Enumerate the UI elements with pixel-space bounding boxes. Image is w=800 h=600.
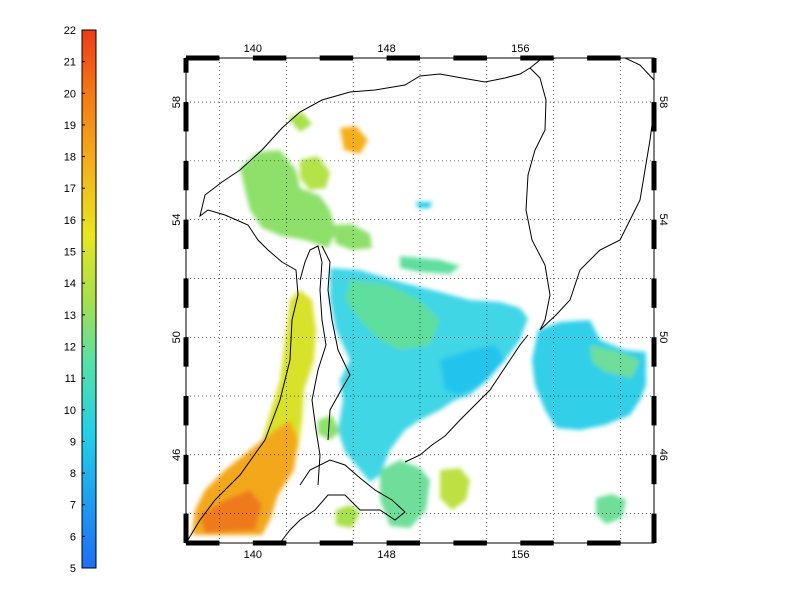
colorbar-tick-label: 6: [70, 531, 76, 543]
sst-patch-okhotsk-blue: [440, 345, 505, 395]
frame-bar-bottom: [520, 540, 554, 546]
lat-tick-label-left: 50: [171, 331, 183, 343]
colorbar-tick-label: 17: [64, 183, 76, 195]
sst-patch-south-1: [336, 505, 360, 528]
colorbar-tick-label: 15: [64, 247, 76, 259]
sst-patch-north-4: [288, 112, 312, 132]
sst-patch-pacific: [532, 320, 646, 430]
lat-tick-label-right: 46: [657, 449, 669, 461]
sst-patch-north-orange: [340, 126, 368, 154]
colorbar-tick-label: 20: [64, 88, 76, 100]
lon-tick-label-top: 140: [244, 43, 262, 55]
frame-bar-right: [651, 58, 657, 73]
sst-field: [192, 112, 646, 535]
colorbar-tick-label: 10: [64, 405, 76, 417]
colorbar-tick-label: 18: [64, 152, 76, 164]
frame-bar-bottom: [386, 540, 420, 546]
coast-asia-mainland: [185, 67, 531, 544]
coast-sakhalin-west: [299, 245, 327, 486]
colorbar-tick-label: 9: [70, 436, 76, 448]
frame-bar-top: [587, 55, 621, 61]
sst-patch-north-6: [416, 202, 432, 208]
frame-bar-right: [651, 454, 657, 485]
map-gridlines: [186, 58, 654, 543]
map-frame-scalebars: [183, 55, 657, 546]
map-panel: 140 140 148 148 156 156 58 58 54 54 50 50 46 46: [171, 43, 669, 561]
lat-tick-label-right: 58: [657, 96, 669, 108]
colorbar-tick-label: 22: [64, 25, 76, 37]
frame-bar-left: [183, 58, 189, 73]
frame-bar-bottom: [319, 540, 354, 546]
coast-kamchatka-west: [525, 67, 551, 331]
sst-patch-north-3: [332, 224, 372, 250]
colorbar-tick-label: 16: [64, 215, 76, 227]
frame-bar-left: [183, 102, 189, 132]
colorbar-tick-label: 11: [65, 373, 76, 385]
colorbar-ticks: 5 6 7 8 9 10 11 12 13 14 15 16 17 18 19 20 21 22: [64, 25, 85, 575]
lon-tick-label-top: 148: [377, 43, 395, 55]
lon-tick-label-top: 156: [511, 43, 529, 55]
sst-patch-pacific-green: [590, 345, 640, 378]
frame-bar-left: [183, 454, 189, 485]
frame-bar-top: [520, 55, 554, 61]
colorbar-gradient: [82, 30, 96, 568]
frame-bar-top: [252, 55, 287, 61]
colorbar-tick-label: 19: [64, 120, 76, 132]
sst-patch-south-2: [380, 460, 430, 528]
frame-bar-right: [651, 278, 657, 308]
frame-bar-left: [183, 337, 189, 367]
colorbar-frame: [81, 29, 97, 569]
frame-bar-left: [183, 219, 189, 250]
frame-bar-right: [651, 396, 657, 426]
frame-bar-right: [651, 102, 657, 132]
sst-patch-north-2: [300, 156, 330, 190]
lon-tick-label-bottom: 148: [377, 549, 395, 561]
lat-tick-label-right: 50: [657, 331, 669, 343]
sst-patch-okhotsk-green: [345, 280, 440, 350]
frame-bar-right: [651, 160, 657, 191]
lat-tick-label-left: 54: [171, 214, 183, 226]
frame-bar-left: [183, 278, 189, 308]
colorbar-tick-label: 14: [64, 278, 76, 290]
coastlines: [185, 57, 655, 544]
frame-bar-right: [651, 219, 657, 250]
frame-bar-top: [386, 55, 420, 61]
sst-patch-japan-sea-red: [200, 490, 262, 533]
sst-patch-south-3: [440, 468, 470, 510]
sst-patch-japan-sea-yellow: [192, 290, 316, 535]
sst-patch-north-5: [400, 256, 460, 274]
frame-bar-top: [319, 55, 354, 61]
lat-tick-label-left: 58: [171, 96, 183, 108]
colorbar-tick-label: 13: [64, 310, 76, 322]
colorbar-tick-label: 8: [70, 468, 76, 480]
lon-tick-label-bottom: 156: [511, 549, 529, 561]
frame-bar-left: [183, 513, 189, 543]
frame-bar-top: [186, 55, 220, 61]
frame-bar-bottom: [186, 540, 220, 546]
coast-kamchatka-east: [539, 57, 655, 331]
lat-tick-label-left: 46: [171, 449, 183, 461]
coast-kurils: [404, 334, 529, 463]
frame-bar-left: [183, 396, 189, 426]
frame-bar-bottom: [252, 540, 287, 546]
colorbar-tick-label: 7: [70, 500, 76, 512]
frame-bar-bottom: [453, 540, 487, 546]
coast-sakhalin-east: [321, 245, 351, 441]
frame-bar-bottom: [587, 540, 621, 546]
frame-bar-right: [651, 513, 657, 543]
sst-patch-north-1: [240, 150, 336, 248]
lon-tick-label-bottom: 140: [244, 549, 262, 561]
map-tick-labels: 140 140 148 148 156 156 58 58 54 54 50 50 46 46: [171, 43, 669, 561]
lat-tick-label-right: 54: [657, 214, 669, 226]
frame-bar-left: [183, 160, 189, 191]
colorbar: 5 6 7 8 9 10 11 12 13 14 15 16 17 18 19 20 21 22: [64, 25, 97, 575]
frame-bar-right: [651, 337, 657, 367]
frame-bar-top: [453, 55, 487, 61]
coast-hokkaido: [279, 459, 406, 544]
colorbar-tick-label: 21: [64, 57, 76, 69]
colorbar-tick-label: 5: [70, 563, 76, 575]
colorbar-tick-label: 12: [64, 341, 76, 353]
sst-patch-southeast: [596, 494, 626, 524]
